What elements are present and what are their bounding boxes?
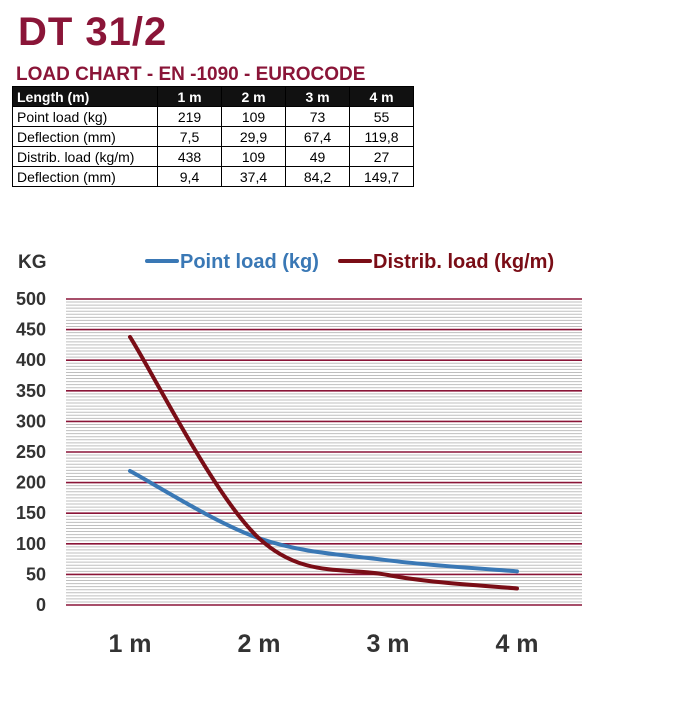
table-cell: 55 (349, 106, 414, 127)
y-tick-label: 300 (16, 411, 46, 431)
y-tick-label: 350 (16, 381, 46, 401)
table-cell: 29,9 (221, 126, 286, 147)
table-header-cell: 4 m (349, 86, 414, 107)
table-header-cell: 2 m (221, 86, 286, 107)
table-cell: 7,5 (157, 126, 222, 147)
y-tick-label: 0 (36, 595, 46, 615)
table-cell: 219 (157, 106, 222, 127)
y-tick-label: 50 (26, 564, 46, 584)
y-tick-label: 200 (16, 473, 46, 493)
table-row: Deflection (mm) 9,4 37,4 84,2 149,7 (12, 166, 414, 187)
table-cell: Point load (kg) (12, 106, 158, 127)
table-cell: 119,8 (349, 126, 414, 147)
x-tick-label: 1 m (108, 630, 151, 658)
legend-label: Point load (kg) (180, 251, 319, 273)
x-tick-label: 3 m (366, 630, 409, 658)
table-header-cell: 3 m (285, 86, 350, 107)
load-chart: 0 50 100 150 200 250 300 350 400 450 500 KG 1 m 2 m 3 … (16, 251, 582, 658)
point-load-line (128, 468, 519, 574)
y-tick-label: 500 (16, 289, 46, 309)
y-tick-label: 450 (16, 320, 46, 340)
table-cell: 84,2 (285, 166, 350, 187)
table-cell: Deflection (mm) (12, 166, 158, 187)
table-cell: 49 (285, 146, 350, 167)
legend-label: Distrib. load (kg/m) (373, 251, 554, 273)
load-table: Length (m) 1 m 2 m 3 m 4 m Point load (k… (12, 86, 414, 187)
y-tick-label: 150 (16, 503, 46, 523)
table-cell: 27 (349, 146, 414, 167)
table-row: Deflection (mm) 7,5 29,9 67,4 119,8 (12, 126, 414, 147)
x-tick-label: 2 m (237, 630, 280, 658)
table-cell: 9,4 (157, 166, 222, 187)
table-header-cell: 1 m (157, 86, 222, 107)
distrib-load-line (128, 334, 519, 591)
table-header-row: Length (m) 1 m 2 m 3 m 4 m (12, 86, 414, 107)
chart-subtitle: LOAD CHART - EN -1090 - EUROCODE (16, 64, 366, 85)
table-cell: 73 (285, 106, 350, 127)
table-cell: 109 (221, 106, 286, 127)
table-cell: 149,7 (349, 166, 414, 187)
table-cell: 67,4 (285, 126, 350, 147)
table-cell: 37,4 (221, 166, 286, 187)
y-tick-label: 100 (16, 534, 46, 554)
x-tick-label: 4 m (495, 630, 538, 658)
y-axis-label: KG (18, 252, 47, 273)
chart-title: DT 31/2 (18, 10, 168, 54)
table-cell: 438 (157, 146, 222, 167)
table-cell: 109 (221, 146, 286, 167)
y-tick-label: 400 (16, 350, 46, 370)
table-header-cell: Length (m) (12, 86, 158, 107)
table-row: Distrib. load (kg/m) 438 109 49 27 (12, 146, 414, 167)
table-row: Point load (kg) 219 109 73 55 (12, 106, 414, 127)
table-cell: Deflection (mm) (12, 126, 158, 147)
table-cell: Distrib. load (kg/m) (12, 146, 158, 167)
y-tick-label: 250 (16, 442, 46, 462)
